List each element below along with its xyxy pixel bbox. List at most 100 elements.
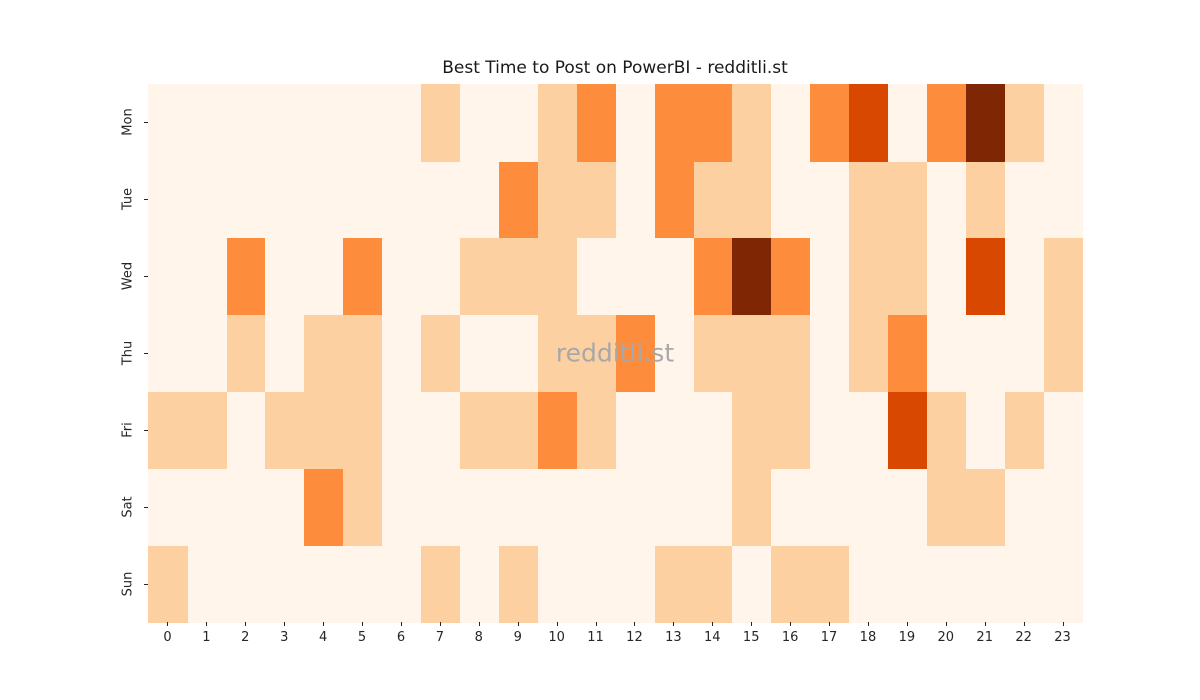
heatmap-cell [420, 545, 461, 623]
heatmap-cell [225, 391, 266, 469]
heatmap-cell [225, 468, 266, 546]
heatmap-cell [498, 237, 538, 316]
heatmap-cell [459, 160, 499, 239]
x-tick-label: 23 [1054, 630, 1071, 645]
watermark-text: redditli.st [555, 338, 675, 368]
heatmap-cell [537, 237, 577, 316]
heatmap-cell [848, 314, 889, 393]
heatmap-cell [225, 160, 266, 239]
x-tick-mark [400, 622, 402, 626]
heatmap-cell [576, 314, 616, 393]
heatmap-cell [731, 160, 772, 239]
x-tick-label: 8 [474, 630, 483, 645]
x-tick-mark [906, 622, 908, 626]
x-tick-label: 13 [665, 630, 682, 645]
heatmap-cell [692, 237, 733, 316]
heatmap-cell [459, 314, 499, 393]
heatmap-cell [692, 468, 733, 546]
heatmap-cell [848, 391, 889, 469]
heatmap-cell [264, 314, 305, 393]
x-tick-label: 22 [1015, 630, 1032, 645]
heatmap-cell [965, 84, 1005, 162]
heatmap-cell [186, 468, 227, 546]
heatmap-cell [303, 391, 344, 469]
heatmap-cell [225, 314, 266, 393]
y-tick-mark [144, 353, 148, 354]
heatmap-cell [342, 545, 383, 623]
heatmap-cell [537, 545, 577, 623]
y-tick-mark [144, 122, 148, 124]
heatmap-cell [1043, 468, 1083, 546]
heatmap-cell [459, 84, 499, 162]
heatmap-cell [887, 468, 928, 546]
x-tick-mark [439, 622, 441, 626]
heatmap-cell [809, 314, 850, 393]
heatmap-cell [537, 468, 577, 546]
heatmap-cell [537, 391, 577, 469]
heatmap-cell [770, 391, 811, 469]
x-tick-label: 11 [587, 630, 604, 645]
x-tick-label: 6 [396, 630, 406, 645]
heatmap-cell [809, 160, 850, 239]
heatmap-cell [186, 237, 227, 316]
heatmap-cell [459, 545, 499, 623]
heatmap-cell [148, 391, 188, 469]
heatmap-cell [615, 391, 655, 469]
heatmap-cell [576, 391, 616, 469]
y-axis: Mon Tue Wed Thu Fri Sat Sun [121, 84, 136, 622]
heatmap-cell [420, 84, 461, 162]
heatmap-cell [653, 545, 694, 623]
heatmap-cell [459, 237, 499, 316]
heatmap-cell [420, 468, 461, 546]
x-tick-label: 14 [704, 630, 721, 645]
y-tick-label: Mon [120, 108, 136, 137]
heatmap-cell [498, 160, 538, 239]
heatmap-cell [809, 545, 850, 623]
heatmap-cell [576, 160, 616, 239]
heatmap-cell [264, 84, 305, 162]
heatmap-cell [887, 314, 928, 393]
heatmap-cell [459, 468, 499, 546]
x-tick-label: 0 [163, 630, 172, 645]
heatmap-cell [498, 545, 538, 623]
heatmap-cell [887, 391, 928, 469]
heatmap-cell [965, 237, 1005, 316]
x-tick-label: 12 [626, 630, 643, 645]
x-tick-label: 20 [937, 630, 955, 645]
heatmap-cell [926, 391, 966, 469]
heatmap-cell [926, 545, 966, 623]
heatmap-cell [576, 84, 616, 162]
heatmap-cell [1004, 84, 1044, 162]
heatmap-cell [887, 545, 928, 623]
x-tick-mark [478, 622, 480, 626]
heatmap-cell [303, 468, 344, 546]
heatmap-cell [692, 391, 733, 469]
heatmap-cell [381, 391, 422, 469]
x-tick-label: 5 [357, 630, 367, 645]
heatmap-cell [965, 468, 1005, 546]
heatmap-cell [692, 84, 733, 162]
heatmap-cell [303, 237, 344, 316]
heatmap-cell [809, 391, 850, 469]
x-tick-mark [517, 622, 519, 626]
y-tick-label: Tue [120, 188, 136, 211]
heatmap-cell [1004, 160, 1044, 239]
y-tick-mark [144, 276, 148, 278]
heatmap-cell [809, 84, 850, 162]
heatmap-cell [537, 84, 577, 162]
heatmap-cell [731, 84, 772, 162]
x-tick-mark [1062, 622, 1064, 626]
heatmap-cell [342, 314, 383, 393]
y-tick-mark [144, 506, 148, 508]
heatmap-cell [848, 160, 889, 239]
heatmap-cell [459, 391, 499, 469]
x-tick-mark [167, 622, 169, 626]
heatmap-cell [770, 545, 811, 623]
heatmap-cell [576, 545, 616, 623]
heatmap-cell [615, 84, 655, 162]
x-tick-label: 19 [898, 630, 916, 645]
x-tick-label: 3 [280, 630, 289, 645]
heatmap-cell [731, 314, 772, 393]
heatmap-cell [1004, 391, 1044, 469]
heatmap-cell [1004, 237, 1044, 316]
